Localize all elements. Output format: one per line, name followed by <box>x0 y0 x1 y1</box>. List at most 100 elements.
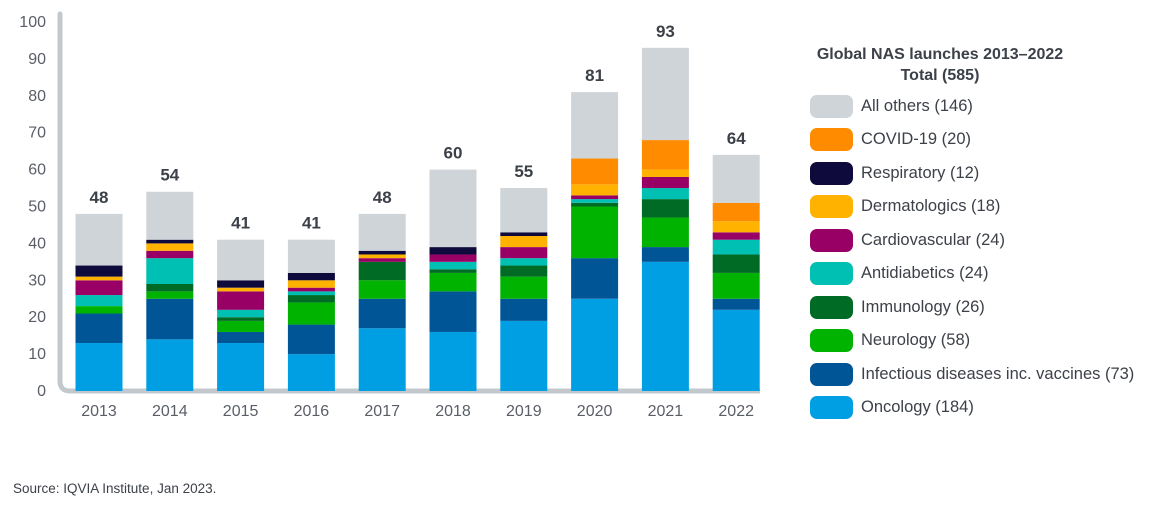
bar-segment <box>146 339 194 391</box>
bar-segment <box>429 331 477 391</box>
bar-segment <box>287 354 335 391</box>
bar-segment <box>429 169 477 248</box>
bar-segment <box>287 291 335 296</box>
bar-segment <box>500 265 548 277</box>
legend-swatch <box>810 228 853 252</box>
bar-segment <box>641 188 689 200</box>
y-tick-label: 10 <box>28 346 46 363</box>
bar-segment <box>287 272 335 281</box>
bar-total-label: 41 <box>231 214 250 233</box>
legend-swatch <box>810 329 853 352</box>
legend-title: Global NAS launches 2013–2022 Total (585… <box>780 44 1100 86</box>
bar-segment <box>75 295 123 307</box>
bar-segment <box>217 317 265 321</box>
y-tick-label: 100 <box>19 14 46 31</box>
bar-segment <box>287 280 335 288</box>
bar-segment <box>217 309 265 318</box>
bar-total-label: 41 <box>302 214 321 233</box>
bar-segment <box>500 298 548 321</box>
y-tick-label: 50 <box>28 199 46 216</box>
bar-segment <box>287 287 335 292</box>
legend-label: Oncology (184) <box>861 398 974 416</box>
bar-segment <box>641 199 689 218</box>
bar-segment <box>571 158 619 185</box>
x-tick-label: 2014 <box>152 403 188 420</box>
bar-segment <box>217 343 265 391</box>
bar-segment <box>146 298 194 340</box>
bar-segment <box>358 254 406 259</box>
bar-segment <box>571 298 619 391</box>
bar-segment <box>217 280 265 288</box>
bar-segment <box>146 258 194 284</box>
bar-segment <box>429 247 477 255</box>
bar-segment <box>641 140 689 170</box>
bar-segment <box>641 169 689 177</box>
bar-total-label: 54 <box>160 166 179 185</box>
source-note: Source: IQVIA Institute, Jan 2023. <box>13 481 217 496</box>
bar-segment <box>146 250 194 259</box>
y-tick-label: 80 <box>28 88 46 105</box>
bar-segment <box>75 343 123 391</box>
bar-total-label: 55 <box>514 162 533 181</box>
bar-segment <box>358 213 406 251</box>
bar-segment <box>641 47 689 141</box>
axis-line <box>57 11 760 394</box>
bar-segment <box>146 191 194 240</box>
legend-item: Neurology (58) <box>810 328 970 354</box>
y-tick-label: 0 <box>37 383 46 400</box>
y-tick-label: 30 <box>28 272 46 289</box>
legend-label: All others (146) <box>861 96 973 115</box>
legend-swatch <box>810 195 853 218</box>
bar-segment <box>571 206 619 259</box>
legend-swatch <box>810 396 853 419</box>
bar-segment <box>75 280 123 296</box>
bar-segment <box>146 243 194 251</box>
legend-item: Oncology (184) <box>810 395 974 421</box>
legend-label: Dermatologics (18) <box>861 197 1001 215</box>
bar-segment <box>641 217 689 248</box>
bar-segment <box>429 272 477 292</box>
x-tick-label: 2018 <box>435 403 471 420</box>
bar-total-label: 48 <box>90 188 109 207</box>
bar-segment <box>500 247 548 259</box>
legend-item: COVID-19 (20) <box>810 127 971 153</box>
legend-item: Infectious diseases inc. vaccines (73) <box>810 361 1134 387</box>
y-tick-label: 60 <box>28 162 46 179</box>
x-tick-label: 2017 <box>364 403 400 420</box>
bar-segment <box>712 221 760 233</box>
bar-segment <box>217 287 265 292</box>
legend-label: Immunology (26) <box>861 297 985 316</box>
bar-segment <box>358 258 406 262</box>
bar-segment <box>75 213 123 266</box>
legend-title-line: Global NAS launches 2013–2022 <box>816 46 1064 63</box>
bar-segment <box>641 176 689 189</box>
bar-segment <box>712 232 760 240</box>
legend-item: Dermatologics (18) <box>810 194 1000 220</box>
stacked-bar-chart: 0 10 20 30 40 50 60 70 80 90 100 48 2013 54 2014 41 2015… <box>19 11 760 420</box>
bar-segment <box>429 254 477 262</box>
bar-segment <box>146 283 194 292</box>
y-tick-label: 90 <box>28 51 46 68</box>
bar-segment <box>358 250 406 255</box>
legend-item: Cardiovascular (24) <box>810 227 1005 253</box>
legend-label: Infectious diseases inc. vaccines (73) <box>861 364 1135 383</box>
legend-swatch <box>810 161 853 185</box>
bar-segment <box>500 236 548 248</box>
legend-label: Respiratory (12) <box>861 163 980 182</box>
bar-segment <box>429 269 477 273</box>
bar-segment <box>571 195 619 200</box>
bar-segment <box>571 184 619 196</box>
bar-segment <box>712 239 760 255</box>
legend-swatch <box>810 362 853 386</box>
bar-segment <box>712 254 760 273</box>
bar-segment <box>217 239 265 281</box>
x-tick-label: 2021 <box>648 403 684 420</box>
bar-segment <box>712 298 760 310</box>
bar-segment <box>641 261 689 391</box>
legend-subtitle: Total (585) <box>900 67 980 84</box>
bar-segment <box>358 328 406 391</box>
bar-segment <box>641 247 689 262</box>
bar-segment <box>75 306 123 314</box>
bar-segment <box>571 258 619 299</box>
bar-segment <box>75 265 123 277</box>
